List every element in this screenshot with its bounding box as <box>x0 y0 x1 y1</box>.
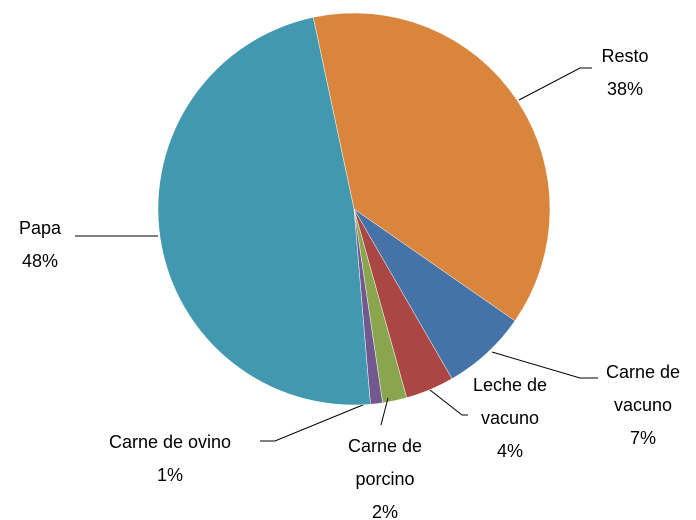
slice-label: Carne de porcino 2% <box>325 430 445 520</box>
leader-line <box>429 389 468 416</box>
pie-slice <box>312 12 551 322</box>
value-label: 1% <box>156 465 183 485</box>
category-label: Carne de vacuno <box>605 362 681 415</box>
leader-line <box>518 67 592 101</box>
slice-label: Carne de vacuno 7% <box>588 356 696 455</box>
category-label: Papa <box>18 218 62 238</box>
value-label: 7% <box>629 428 656 448</box>
category-label: Resto <box>601 46 649 66</box>
leader-line <box>260 401 371 442</box>
leader-line <box>491 351 598 379</box>
slice-label: Resto 38% <box>580 40 670 106</box>
pie-slice <box>157 16 371 406</box>
value-label: 2% <box>371 502 398 520</box>
category-label: Carne de porcino <box>347 436 423 489</box>
slice-label: Leche de vacuno 4% <box>455 369 565 468</box>
slice-label: Papa 48% <box>0 212 80 278</box>
value-label: 4% <box>496 441 523 461</box>
category-label: Carne de ovino <box>108 432 232 452</box>
slice-label: Carne de ovino 1% <box>80 426 260 492</box>
category-label: Leche de vacuno <box>472 375 548 428</box>
value-label: 38% <box>606 79 644 99</box>
value-label: 48% <box>21 251 59 271</box>
leader-line <box>380 397 389 426</box>
